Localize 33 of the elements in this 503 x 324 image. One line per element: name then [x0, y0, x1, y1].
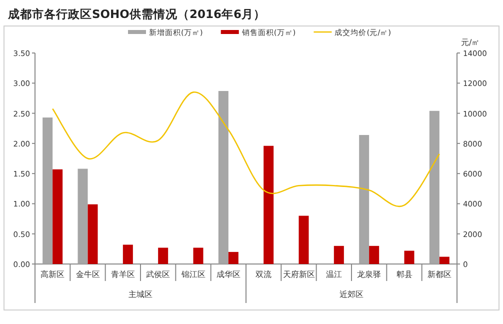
- bar: [78, 168, 88, 264]
- x-tick-label: 龙泉驿: [357, 270, 382, 279]
- bar: [298, 216, 309, 264]
- x-tick-label: 成华区: [216, 270, 240, 279]
- x-tick-label: 郫县: [396, 270, 412, 279]
- bar: [218, 90, 228, 264]
- x-tick-label: 双流: [256, 270, 272, 279]
- x-tick-label: 青羊区: [110, 270, 135, 279]
- bar: [88, 204, 98, 264]
- x-tick-label: 金牛区: [76, 270, 100, 279]
- bar: [42, 118, 53, 264]
- bar: [264, 146, 274, 264]
- x-tick-label: 新都区: [427, 270, 452, 279]
- bar: [193, 248, 204, 264]
- bar: [359, 134, 370, 264]
- bar: [228, 252, 238, 264]
- bar: [404, 250, 414, 264]
- text: 主城区: [128, 290, 152, 299]
- chart-title: 成都市各行政区SOHO供需情况（2016年6月）: [7, 7, 266, 21]
- x-tick-label: 温江: [326, 270, 342, 279]
- bar: [429, 110, 440, 264]
- x-tick-label: 高新区: [40, 270, 65, 279]
- text: 近郊区: [340, 290, 364, 299]
- bar: [334, 246, 344, 264]
- y2-axis-title: 元/㎡: [461, 38, 480, 47]
- bar: [52, 169, 63, 264]
- bar: [122, 244, 133, 264]
- bar: [439, 256, 450, 264]
- x-tick-label: 天府新区: [282, 270, 315, 279]
- x-tick-label: 武侯区: [146, 270, 170, 279]
- bar: [158, 248, 168, 264]
- bar: [369, 246, 380, 264]
- x-tick-label: 锦江区: [180, 270, 206, 279]
